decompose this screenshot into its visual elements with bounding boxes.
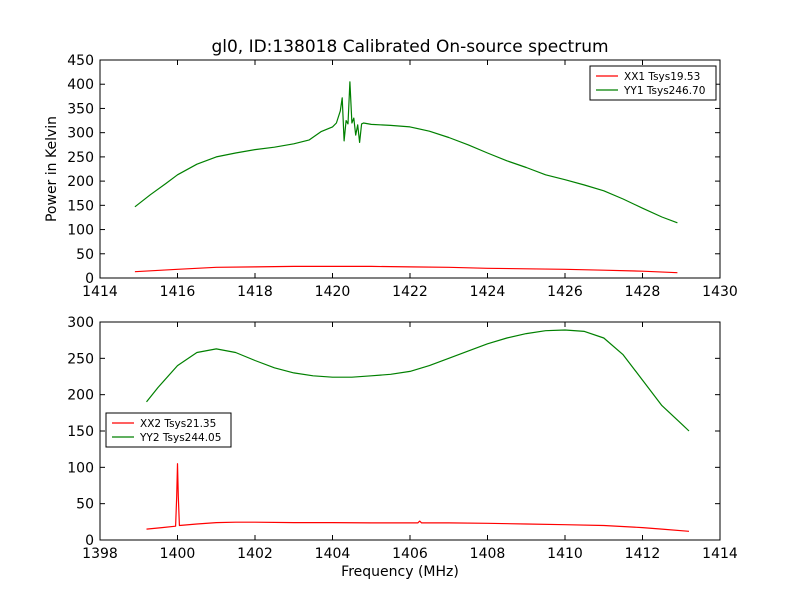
y-tick-label: 100 [67, 223, 94, 239]
figure-title: gl0, ID:138018 Calibrated On-source spec… [211, 37, 608, 57]
series-line-2 [134, 81, 678, 224]
x-tick-label: 1406 [392, 546, 428, 562]
series-line-1 [134, 265, 678, 274]
y-tick-label: 0 [85, 271, 94, 287]
legend-entry: YY2 Tsys244.05 [139, 432, 221, 444]
x-tick-label: 1424 [470, 284, 506, 300]
y-tick-label: 450 [67, 53, 94, 69]
y-tick-label: 300 [67, 315, 94, 331]
legend-box [105, 412, 232, 448]
y-tick-label: 50 [76, 497, 94, 513]
x-tick-label: 1414 [702, 546, 738, 562]
y-tick-label: 350 [67, 101, 94, 117]
x-tick-label: 1410 [547, 546, 583, 562]
y-tick-label: 250 [67, 150, 94, 166]
y-tick-label: 50 [76, 247, 94, 263]
x-tick-label: 1412 [625, 546, 661, 562]
legend-box [589, 65, 717, 101]
y-tick-label: 0 [85, 533, 94, 549]
x-tick-label: 1414 [82, 284, 118, 300]
y-tick-label: 100 [67, 460, 94, 476]
x-tick-label: 1422 [392, 284, 428, 300]
y-tick-label: 400 [67, 77, 94, 93]
x-tick-label: 1420 [315, 284, 351, 300]
x-tick-label: 1426 [547, 284, 583, 300]
x-tick-label: 1418 [237, 284, 273, 300]
y-tick-label: 300 [67, 126, 94, 142]
series-line-1 [146, 463, 690, 532]
bottom-panel: 1398 1400 1402 1404 1406 1408 1410 1412 1414 0 50 1… [67, 315, 738, 580]
y-tick-label: 150 [67, 198, 94, 214]
x-tick-label: 1416 [160, 284, 196, 300]
legend: XX1 Tsys19.53 YY1 Tsys246.70 [589, 65, 717, 101]
legend: XX2 Tsys21.35 YY2 Tsys244.05 [105, 412, 232, 448]
x-tick-label: 1402 [237, 546, 273, 562]
y-axis-title: Power in Kelvin [44, 116, 60, 222]
x-tick-label: 1430 [702, 284, 738, 300]
y-tick-label: 250 [67, 351, 94, 367]
x-tick-label: 1400 [160, 546, 196, 562]
series-line-2 [146, 329, 690, 432]
y-tick-label: 200 [67, 388, 94, 404]
legend-entry: XX1 Tsys19.53 [624, 71, 700, 83]
x-tick-label: 1398 [82, 546, 118, 562]
x-axis-title: Frequency (MHz) [341, 564, 459, 580]
x-tick-label: 1408 [470, 546, 506, 562]
top-panel: 1414 1416 1418 1420 1422 1424 1426 1428 1430 0 50 1… [44, 53, 738, 300]
x-tick-label: 1428 [625, 284, 661, 300]
x-tick-label: 1404 [315, 546, 351, 562]
y-tick-label: 200 [67, 174, 94, 190]
y-tick-label: 150 [67, 424, 94, 440]
legend-entry: YY1 Tsys246.70 [623, 85, 705, 97]
legend-entry: XX2 Tsys21.35 [140, 418, 216, 430]
